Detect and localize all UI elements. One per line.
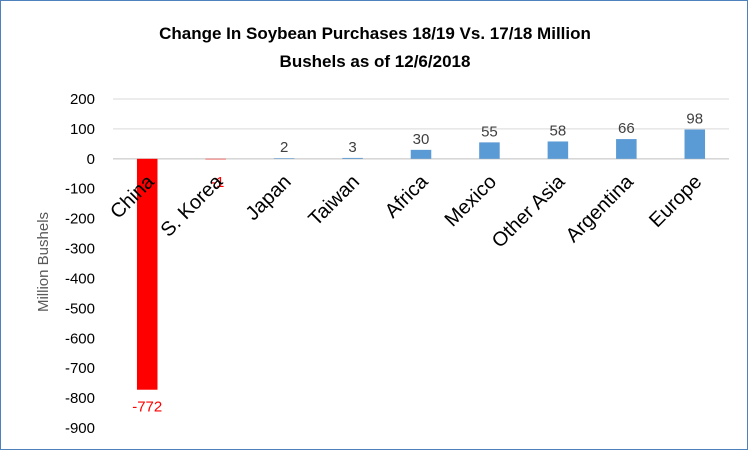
bar-1 bbox=[205, 158, 226, 160]
y-tick-labels: 200 100 0 -100 -200 -300 -400 -500 -600 -700 -800 -… bbox=[65, 91, 95, 437]
data-label-6: 58 bbox=[550, 122, 567, 139]
y-tick-label-7: -500 bbox=[65, 300, 95, 317]
y-tick-label-4: -200 bbox=[65, 211, 95, 228]
category-label-1: S. Korea bbox=[157, 170, 228, 241]
bar-8 bbox=[684, 129, 706, 159]
y-tick-label-10: -800 bbox=[65, 390, 95, 407]
y-tick-label-5: -300 bbox=[65, 241, 95, 258]
data-label-3: 3 bbox=[348, 139, 356, 156]
data-labels: -772 -1 2 3 30 55 58 66 98 bbox=[132, 111, 703, 416]
category-label-5: Mexico bbox=[441, 171, 501, 231]
data-label-1: -1 bbox=[211, 174, 224, 191]
y-axis-label: Million Bushels bbox=[35, 212, 52, 312]
bar-3 bbox=[342, 157, 363, 159]
bar-7 bbox=[616, 139, 637, 159]
data-label-8: 98 bbox=[686, 111, 703, 128]
bar-4 bbox=[410, 149, 432, 159]
category-label-4: Africa bbox=[381, 170, 433, 222]
y-tick-label-6: -400 bbox=[65, 270, 95, 287]
category-label-3: Taiwan bbox=[305, 171, 365, 231]
bars bbox=[136, 129, 706, 390]
data-label-4: 30 bbox=[413, 131, 430, 148]
bar-5 bbox=[479, 142, 500, 159]
data-label-2: 2 bbox=[280, 139, 288, 156]
y-tick-label-3: -100 bbox=[65, 181, 95, 198]
bar-0 bbox=[136, 158, 158, 390]
chart-title-line-1: Change In Soybean Purchases 18/19 Vs. 17… bbox=[159, 24, 591, 43]
y-tick-label-9: -700 bbox=[65, 360, 95, 377]
data-label-0: -772 bbox=[132, 399, 162, 416]
category-label-6: Other Asia bbox=[488, 170, 570, 252]
category-label-7: Argentina bbox=[562, 170, 639, 247]
y-tick-label-8: -600 bbox=[65, 330, 95, 347]
chart-title-line-2: Bushels as of 12/6/2018 bbox=[280, 52, 471, 71]
data-label-7: 66 bbox=[618, 120, 635, 137]
category-label-8: Europe bbox=[645, 171, 706, 232]
bar-2 bbox=[273, 158, 295, 159]
y-tick-label-2: 0 bbox=[87, 151, 95, 168]
bar-6 bbox=[547, 141, 569, 159]
y-tick-label-11: -900 bbox=[65, 420, 95, 437]
category-label-2: Japan bbox=[242, 171, 296, 225]
y-tick-label-0: 200 bbox=[70, 91, 95, 108]
y-tick-label-1: 100 bbox=[70, 121, 95, 138]
data-label-5: 55 bbox=[481, 123, 498, 140]
